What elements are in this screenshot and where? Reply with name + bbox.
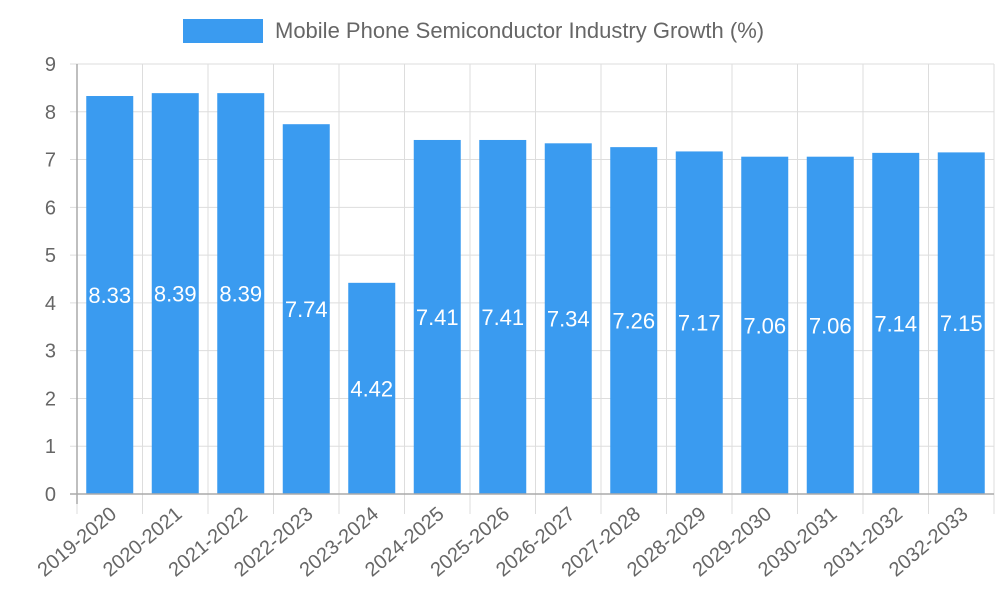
bar-value-label: 7.26 (612, 309, 655, 334)
bar[interactable] (741, 156, 789, 494)
grid-lines (70, 63, 995, 514)
y-tick-label: 9 (45, 54, 56, 76)
y-tick-label: 2 (45, 388, 56, 410)
bar-value-label: 7.14 (874, 311, 917, 336)
bar[interactable] (86, 96, 134, 494)
bar-value-label: 7.17 (678, 311, 721, 336)
bar-value-label: 4.42 (350, 376, 393, 401)
y-tick-label: 4 (45, 293, 56, 315)
data-labels: 8.33 8.39 8.39 7.74 4.42 7.41 7.41 7.34 7.26 7.17… (88, 282, 982, 402)
bar[interactable] (544, 143, 592, 495)
legend-label: Mobile Phone Semiconductor Industry Grow… (275, 18, 765, 43)
bar-value-label: 7.41 (416, 305, 459, 330)
bars (86, 93, 985, 495)
bar[interactable] (872, 152, 920, 494)
bar-value-label: 7.74 (285, 297, 328, 322)
bar[interactable] (479, 139, 527, 494)
bar[interactable] (282, 124, 330, 494)
bar[interactable] (675, 151, 723, 494)
y-tick-label: 8 (45, 102, 56, 124)
bar[interactable] (610, 147, 658, 494)
y-tick-label: 7 (45, 150, 56, 172)
chart-legend[interactable]: Mobile Phone Semiconductor Industry Grow… (183, 18, 764, 44)
bar[interactable] (348, 282, 396, 494)
y-tick-label: 1 (45, 436, 56, 458)
bar[interactable] (151, 93, 199, 495)
bar[interactable] (217, 93, 265, 495)
bar[interactable] (937, 152, 985, 494)
y-tick-label: 0 (45, 484, 56, 506)
bar-value-label: 7.15 (940, 311, 983, 336)
bar-value-label: 8.33 (88, 283, 131, 308)
bar-value-label: 7.41 (481, 305, 524, 330)
bar-value-label: 8.39 (154, 282, 197, 307)
y-tick-label: 5 (45, 245, 56, 267)
bar[interactable] (413, 139, 461, 494)
bar-value-label: 7.34 (547, 307, 590, 332)
y-tick-label: 6 (45, 197, 56, 219)
y-tick-label: 3 (45, 341, 56, 363)
bar-value-label: 7.06 (743, 313, 786, 338)
legend-swatch (183, 19, 263, 43)
bar-value-label: 7.06 (809, 313, 852, 338)
bar[interactable] (806, 156, 854, 494)
bar-value-label: 8.39 (219, 282, 262, 307)
